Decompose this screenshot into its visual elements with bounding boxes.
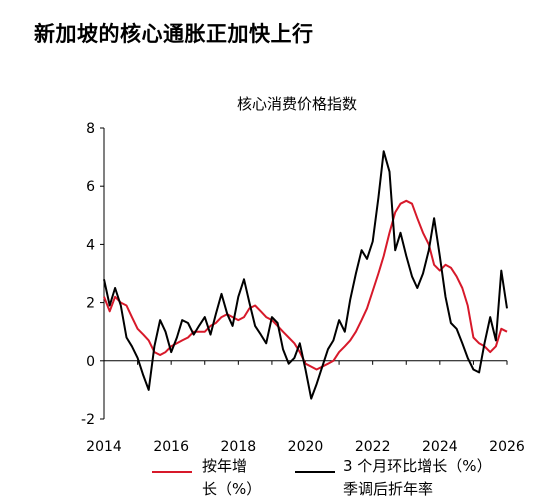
x-tick-label: 2018 bbox=[221, 439, 257, 455]
legend-label-1: 3 个月环比增长（%） bbox=[343, 457, 492, 475]
y-tick-label: 8 bbox=[86, 121, 95, 137]
series-line-1 bbox=[103, 150, 508, 400]
legend-label-1: 季调后折年率 bbox=[343, 480, 433, 498]
y-tick-label: 6 bbox=[86, 179, 95, 195]
x-tick-label: 2016 bbox=[153, 439, 189, 455]
legend-label-0: 按年增 bbox=[202, 457, 247, 475]
series-line-0 bbox=[103, 199, 508, 371]
x-tick-label: 2024 bbox=[422, 439, 458, 455]
y-tick-label: 4 bbox=[86, 237, 95, 253]
y-tick-label: 0 bbox=[86, 354, 95, 370]
axes: 8 6 4 2 0 -2 2014 2016 2018 2020 2022 2024 2026 bbox=[81, 121, 525, 455]
chart-title: 核心消费价格指数 bbox=[237, 95, 357, 113]
x-tick-label: 2014 bbox=[86, 439, 122, 455]
headline: 新加坡的核心通胀正加快上行 bbox=[34, 22, 314, 46]
y-tick-label: 2 bbox=[86, 296, 95, 312]
series-lines bbox=[103, 150, 508, 400]
y-tick-label: -2 bbox=[81, 412, 95, 428]
x-tick-label: 2026 bbox=[489, 439, 525, 455]
legend-label-0: 长（%） bbox=[202, 480, 261, 498]
x-tick-label: 2020 bbox=[288, 439, 324, 455]
x-tick-label: 2022 bbox=[355, 439, 391, 455]
